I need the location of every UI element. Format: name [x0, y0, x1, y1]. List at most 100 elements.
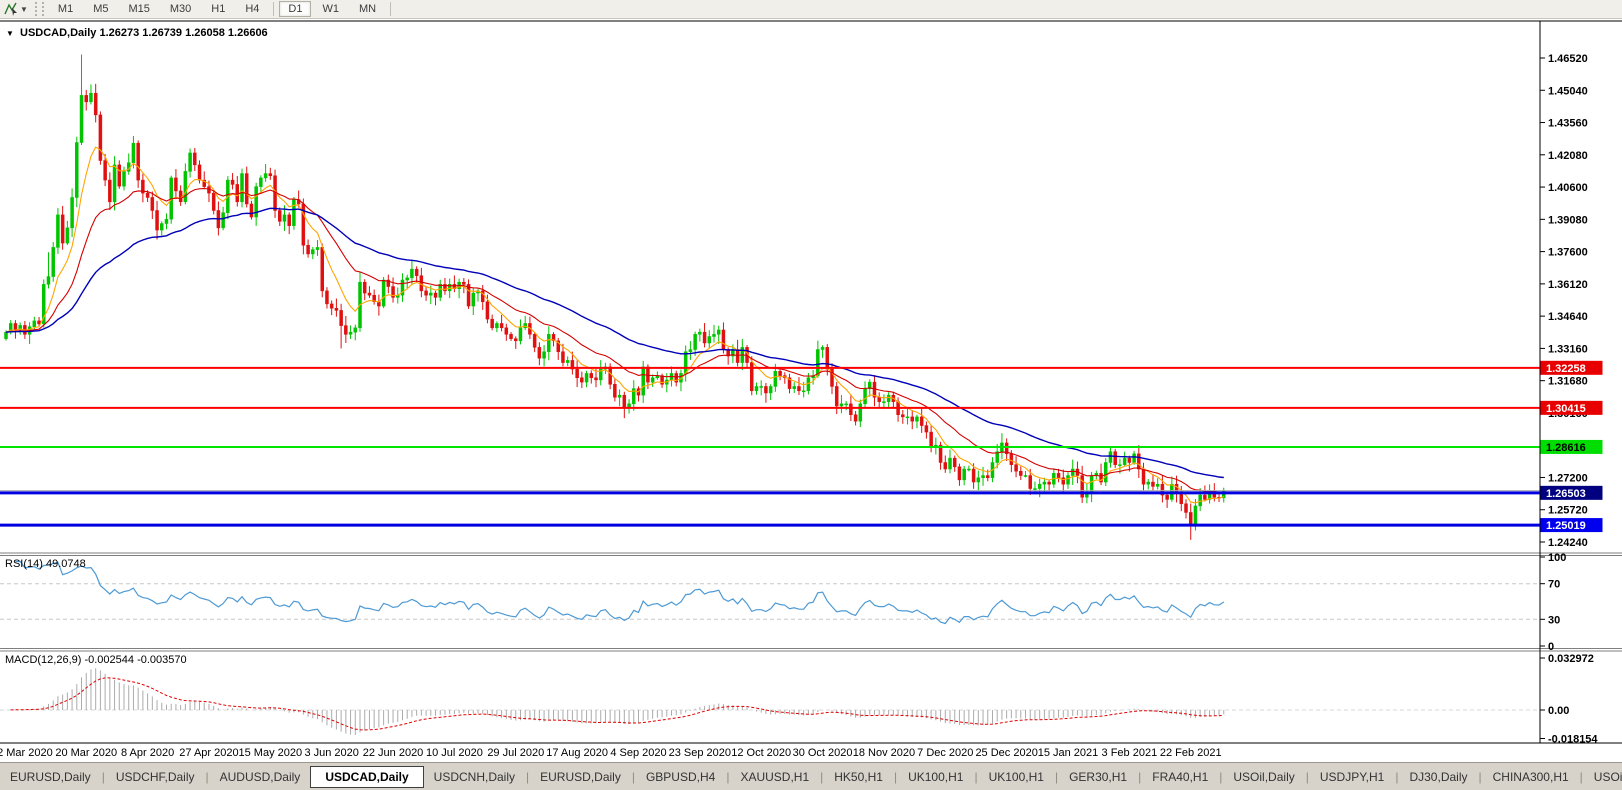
date-axis-label: 10 Jul 2020	[426, 747, 483, 759]
toolbar-grip[interactable]	[34, 2, 44, 16]
date-axis-label: 18 Nov 2020	[853, 747, 915, 759]
svg-text:1.32258: 1.32258	[1546, 363, 1586, 375]
date-axis-label: 30 Oct 2020	[793, 747, 853, 759]
macd-label: MACD(12,26,9) -0.002544 -0.003570	[5, 654, 187, 666]
toolbar-separator	[390, 2, 392, 16]
tab-dj30-daily[interactable]: DJ30,Daily	[1409, 769, 1468, 784]
svg-text:1.28616: 1.28616	[1546, 442, 1586, 454]
tab-china300-h1[interactable]: CHINA300,H1	[1492, 769, 1569, 784]
price-axis-label: 1.40600	[1548, 182, 1588, 194]
tab-separator: |	[1054, 769, 1059, 784]
price-axis-label: 1.45040	[1548, 85, 1588, 97]
rsi-label: RSI(14) 49.0748	[5, 558, 86, 570]
toolbar-separator	[273, 2, 275, 16]
macd-axis-label: -0.018154	[1548, 734, 1598, 746]
tab-separator: |	[1579, 769, 1583, 784]
rsi-line	[15, 560, 1225, 625]
date-axis-label: 3 Feb 2021	[1102, 747, 1158, 759]
price-badge-1.26503: 1.26503	[1540, 485, 1603, 500]
chart-window[interactable]: 1.46520 1.45040 1.43560 1.42080 1.40600 1.390…	[0, 19, 1622, 762]
chart-title-text: USDCAD,Daily 1.26273 1.26739 1.26058 1.2…	[20, 27, 268, 39]
tab-uk100-h1[interactable]: UK100,H1	[908, 769, 964, 784]
date-axis-label: 3 Jun 2020	[304, 747, 358, 759]
tab-usdjpy-h1[interactable]: USDJPY,H1	[1319, 769, 1385, 784]
date-axis-label: 22 Jun 2020	[363, 747, 424, 759]
tab-separator: |	[101, 769, 105, 784]
date-axis-label: 27 Apr 2020	[179, 747, 238, 759]
chart-cursor-icon[interactable]	[3, 2, 19, 16]
tab-usoil[interactable]: USOil,	[1593, 769, 1622, 784]
macd-axis-label: 0.00	[1548, 705, 1569, 717]
price-axis-label: 1.24240	[1548, 537, 1588, 549]
tab-usdcnh-daily[interactable]: USDCNH,Daily	[433, 769, 516, 784]
price-axis-label: 1.36120	[1548, 279, 1588, 291]
moving-average-slow	[5, 207, 1224, 479]
price-badge-1.25019: 1.25019	[1540, 518, 1603, 533]
rsi-axis-label: 100	[1548, 552, 1566, 564]
tab-separator: |	[526, 769, 530, 784]
price-axis-label: 1.42080	[1548, 150, 1588, 162]
date-axis-label: 12 Oct 2020	[731, 747, 791, 759]
tab-separator: |	[893, 769, 898, 784]
date-axis-label: 17 Aug 2020	[546, 747, 608, 759]
price-axis-label: 1.37600	[1548, 247, 1588, 259]
price-axis-label: 1.33160	[1548, 343, 1588, 355]
tab-separator: |	[1305, 769, 1309, 784]
tab-usoil-daily[interactable]: USOil,Daily	[1233, 769, 1295, 784]
timeframe-button-w1[interactable]: W1	[322, 3, 339, 15]
time-axis[interactable]	[0, 743, 1622, 762]
price-axis-label: 1.27200	[1548, 472, 1588, 484]
date-axis-label: 2 Mar 2020	[0, 747, 53, 759]
tab-ger30-h1[interactable]: GER30,H1	[1069, 769, 1128, 784]
tab-separator: |	[1395, 769, 1399, 784]
tab-fra40-h1[interactable]: FRA40,H1	[1152, 769, 1209, 784]
tab-separator: |	[820, 769, 824, 784]
timeframe-button-m30[interactable]: M30	[169, 3, 192, 15]
price-axis-label: 1.43560	[1548, 118, 1588, 130]
svg-text:1.30415: 1.30415	[1546, 403, 1586, 415]
timeframe-button-h4[interactable]: H4	[245, 3, 260, 15]
tab-separator: |	[1478, 769, 1482, 784]
price-badge-1.32258: 1.32258	[1540, 360, 1603, 375]
moving-average-fast	[5, 146, 1224, 504]
tab-separator: |	[726, 769, 730, 784]
macd-axis-label: 0.032972	[1548, 653, 1594, 665]
date-axis-label: 29 Jul 2020	[487, 747, 544, 759]
top-toolbar: ▼ M1 M5 M15 M30 H1 H4 D1 W1 MN	[0, 0, 1622, 19]
svg-text:1.26503: 1.26503	[1546, 488, 1586, 500]
tab-separator: |	[631, 769, 635, 784]
date-axis-label: 23 Sep 2020	[669, 747, 731, 759]
timeframe-button-m15[interactable]: M15	[128, 3, 150, 15]
chart-background[interactable]	[0, 19, 1622, 762]
timeframe-button-mn[interactable]: MN	[358, 3, 377, 15]
cursor-dropdown-arrow-icon[interactable]: ▼	[20, 4, 28, 14]
price-axis-label: 1.31680	[1548, 376, 1588, 388]
tab-eurusd-daily[interactable]: EURUSD,Daily	[540, 769, 621, 784]
tab-xauusd-h1[interactable]: XAUUSD,H1	[740, 769, 810, 784]
timeframe-button-m1[interactable]: M1	[57, 3, 74, 15]
tab-eurusd-daily[interactable]: EURUSD,Daily	[10, 769, 91, 784]
tab-audusd-daily[interactable]: AUDUSD,Daily	[219, 769, 301, 784]
tab-separator: |	[974, 769, 978, 784]
timeframe-button-d1[interactable]: D1	[279, 1, 312, 17]
price-badge-1.28616: 1.28616	[1540, 439, 1603, 454]
date-axis-label: 7 Dec 2020	[917, 747, 973, 759]
date-axis-label: 25 Dec 2020	[975, 747, 1037, 759]
date-axis-label: 20 Mar 2020	[55, 747, 117, 759]
symbol-tabbar: EURUSD,Daily | USDCHF,Daily | AUDUSD,Daily US…	[0, 762, 1622, 790]
tab-usdcad-daily[interactable]: USDCAD,Daily	[310, 765, 424, 788]
moving-average-medium	[5, 188, 1224, 493]
rsi-axis-label: 70	[1548, 579, 1560, 591]
tab-uk100-h1[interactable]: UK100,H1	[988, 769, 1044, 784]
date-axis-label: 4 Sep 2020	[610, 747, 666, 759]
macd-signal-line	[10, 677, 1224, 731]
tab-gbpusd-h4[interactable]: GBPUSD,H4	[645, 769, 716, 784]
chart-title: ▼ USDCAD,Daily 1.26273 1.26739 1.26058 1.…	[6, 27, 268, 39]
timeframe-button-h1[interactable]: H1	[211, 3, 226, 15]
timeframe-button-m5[interactable]: M5	[93, 3, 109, 15]
tab-separator: |	[205, 769, 209, 784]
tab-hk50-h1[interactable]: HK50,H1	[834, 769, 883, 784]
price-axis[interactable]	[1540, 21, 1622, 743]
tab-usdchf-daily[interactable]: USDCHF,Daily	[115, 769, 195, 784]
rsi-axis-label: 30	[1548, 614, 1560, 626]
